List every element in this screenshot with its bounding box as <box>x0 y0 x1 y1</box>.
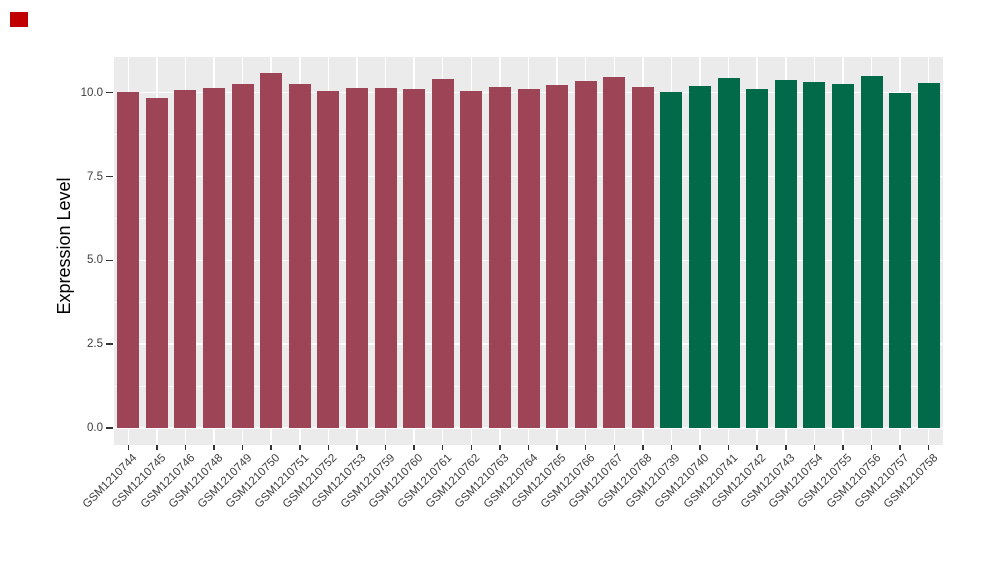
bar-GSM1210756 <box>860 75 883 428</box>
y-tick-label: 7.5 <box>87 170 103 183</box>
y-tick-label: 10.0 <box>80 86 103 99</box>
x-tick-mark <box>927 445 930 450</box>
x-tick-mark <box>813 445 816 450</box>
x-tick-mark <box>870 445 873 450</box>
x-tick-mark <box>556 445 558 450</box>
x-tick-mark <box>184 445 187 450</box>
y-tick-label: 5.0 <box>87 254 103 267</box>
x-tick-mark <box>413 445 415 450</box>
x-tick-mark <box>756 445 758 450</box>
y-tick-mark <box>106 343 113 345</box>
bar-GSM1210764 <box>517 89 540 428</box>
y-tick-mark <box>106 259 113 262</box>
bar-GSM1210755 <box>831 83 854 428</box>
bar-GSM1210768 <box>631 86 654 428</box>
y-tick-label: 0.0 <box>87 422 103 434</box>
bar-GSM1210757 <box>889 93 912 428</box>
bar-GSM1210750 <box>260 73 283 428</box>
x-tick-mark <box>270 445 272 450</box>
x-tick-mark <box>127 445 130 450</box>
x-tick-mark <box>241 445 244 450</box>
bar-GSM1210763 <box>488 86 511 428</box>
bar-GSM1210742 <box>746 88 769 428</box>
x-tick-mark <box>441 445 444 450</box>
bar-GSM1210758 <box>917 83 940 428</box>
bar-GSM1210744 <box>117 92 140 428</box>
x-tick-mark <box>584 445 587 450</box>
bar-GSM1210749 <box>231 83 254 428</box>
x-tick-mark <box>842 445 844 450</box>
x-tick-mark <box>527 445 530 450</box>
y-tick-label: 2.5 <box>87 338 103 351</box>
y-tick-mark <box>106 427 113 429</box>
x-tick-mark <box>213 445 215 450</box>
x-tick-mark <box>899 445 901 450</box>
y-tick-mark <box>106 175 113 178</box>
bar-GSM1210751 <box>288 83 311 428</box>
x-tick-mark <box>327 445 330 450</box>
x-tick-mark <box>499 445 501 450</box>
bar-GSM1210752 <box>317 91 340 428</box>
bar-GSM1210739 <box>660 92 683 428</box>
bar-GSM1210746 <box>174 89 197 428</box>
bar-GSM1210753 <box>345 88 368 428</box>
red-corner-marker <box>10 12 28 27</box>
x-tick-mark <box>642 445 644 450</box>
bar-GSM1210766 <box>574 81 597 428</box>
x-tick-mark <box>356 445 358 450</box>
bar-GSM1210740 <box>689 86 712 428</box>
bar-GSM1210765 <box>546 84 569 428</box>
x-tick-mark <box>613 445 615 450</box>
major-gridline <box>114 427 943 429</box>
bar-GSM1210762 <box>460 91 483 428</box>
x-tick-mark <box>384 445 387 450</box>
bar-GSM1210759 <box>374 88 397 428</box>
y-tick-mark <box>106 91 113 94</box>
x-tick-mark <box>299 445 301 450</box>
bar-GSM1210767 <box>603 77 626 428</box>
x-tick-mark <box>727 445 730 450</box>
bar-GSM1210761 <box>431 78 454 428</box>
bar-GSM1210745 <box>145 98 168 428</box>
bar-GSM1210743 <box>774 80 797 428</box>
bar-GSM1210754 <box>803 81 826 428</box>
x-tick-mark <box>670 445 673 450</box>
plot-panel <box>114 57 943 445</box>
x-tick-mark <box>156 445 158 450</box>
x-tick-mark <box>470 445 473 450</box>
x-tick-mark <box>699 445 701 450</box>
x-tick-mark <box>785 445 787 450</box>
bar-GSM1210748 <box>203 88 226 428</box>
bar-GSM1210741 <box>717 78 740 428</box>
bar-GSM1210760 <box>403 89 426 428</box>
